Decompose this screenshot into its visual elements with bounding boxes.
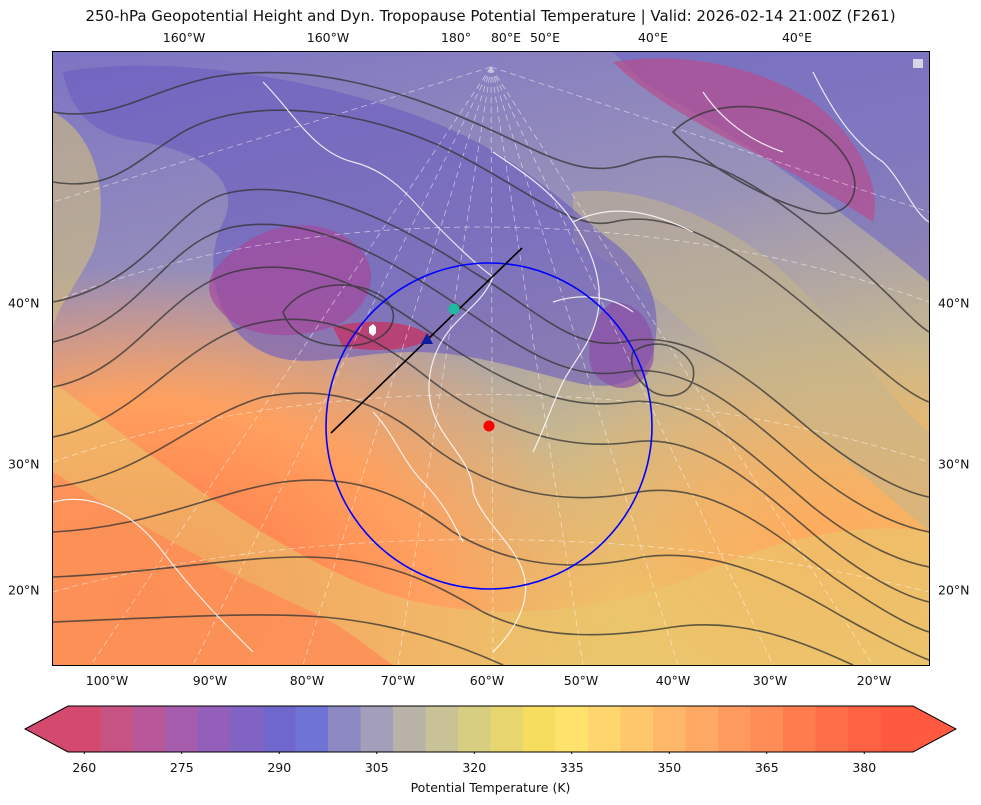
analysis-radius-ring xyxy=(325,262,653,590)
colorbar-swatch xyxy=(523,706,556,752)
map-canvas xyxy=(53,52,929,665)
colorbar-max-extend xyxy=(913,706,956,752)
colorbar-label: Potential Temperature (K) xyxy=(410,780,571,795)
coldest-region-north xyxy=(613,58,875,222)
cold-pocket-east xyxy=(589,302,654,389)
cold-trough-region xyxy=(63,65,657,386)
left-lat-label: 20°N xyxy=(8,582,40,598)
colorbar-swatch xyxy=(425,706,459,752)
colorbar-swatch xyxy=(263,706,296,752)
colorbar-swatch xyxy=(100,706,134,752)
left-lat-label: 40°N xyxy=(8,295,40,311)
colorbar-swatch xyxy=(198,706,231,752)
colorbar-tick-label: 350 xyxy=(657,760,682,775)
bottom-lon-label: 80°W xyxy=(289,673,325,688)
colorbar-swatch xyxy=(718,706,751,752)
colorbar-swatch xyxy=(620,706,654,752)
colorbar-swatch xyxy=(360,706,394,752)
bottom-lon-label: 70°W xyxy=(380,673,416,688)
coastlines xyxy=(53,71,929,653)
colorbar-swatch xyxy=(588,706,621,752)
colorbar-swatch xyxy=(848,706,881,752)
colorbar-swatch xyxy=(880,706,914,752)
top-lon-label: 160°W xyxy=(162,30,206,45)
bottom-lon-label: 50°W xyxy=(563,673,599,688)
bottom-lon-label: 20°W xyxy=(856,673,892,688)
right-lat-label: 40°N xyxy=(938,295,970,311)
colorbar-swatch xyxy=(230,706,264,752)
colorbar-tick-label: 365 xyxy=(754,760,779,775)
colorbar-swatch xyxy=(165,706,199,752)
colorbar-swatch xyxy=(750,706,784,752)
colorbar-tick-label: 380 xyxy=(852,760,877,775)
right-lat-label: 20°N xyxy=(938,582,970,598)
colorbar-swatch xyxy=(458,706,491,752)
navy-triangle-marker xyxy=(421,333,433,344)
top-lon-label: 80°E xyxy=(490,30,522,45)
top-lon-label: 50°E xyxy=(529,30,561,45)
colorbar-tick-label: 320 xyxy=(462,760,487,775)
colorbar-swatch xyxy=(490,706,524,752)
left-lat-label: 30°N xyxy=(8,456,40,472)
colorbar-swatch xyxy=(295,706,329,752)
colorbar-swatch xyxy=(393,706,426,752)
top-lon-label: 40°E xyxy=(637,30,669,45)
colorbar-outline xyxy=(24,705,957,753)
colorbar-swatch xyxy=(685,706,719,752)
colorbar-tick-label: 275 xyxy=(169,760,194,775)
colorbar-swatch xyxy=(328,706,361,752)
map-title: 250-hPa Geopotential Height and Dyn. Tro… xyxy=(85,7,896,25)
colorbar-swatch xyxy=(815,706,849,752)
corner-marker xyxy=(913,59,923,68)
top-lon-label: 180° xyxy=(440,30,472,45)
colorbar xyxy=(24,705,957,754)
colorbar-tick-label: 305 xyxy=(364,760,389,775)
warm-band-west xyxy=(53,112,101,332)
bottom-lon-label: 90°W xyxy=(192,673,228,688)
colorbar-tick-label: 335 xyxy=(559,760,584,775)
cold-pocket-west xyxy=(209,225,372,336)
center-dot-marker xyxy=(483,420,495,432)
colorbar-swatch xyxy=(783,706,816,752)
top-lon-label: 40°E xyxy=(781,30,813,45)
ridge-band xyxy=(573,190,929,532)
colorbar-swatch xyxy=(555,706,589,752)
white-hexagon-marker xyxy=(369,324,376,336)
right-lat-label: 30°N xyxy=(938,456,970,472)
teal-circle-marker xyxy=(448,303,460,315)
bottom-lon-label: 100°W xyxy=(85,673,129,688)
top-lon-label: 160°W xyxy=(306,30,350,45)
colorbar-min-extend xyxy=(25,706,68,752)
bottom-lon-label: 60°W xyxy=(469,673,505,688)
colorbar-swatch xyxy=(653,706,686,752)
height-contours xyxy=(53,71,929,665)
colorbar-tick-label: 290 xyxy=(267,760,292,775)
bottom-lon-label: 40°W xyxy=(655,673,691,688)
bottom-lon-label: 30°W xyxy=(752,673,788,688)
map-panel xyxy=(52,51,930,666)
colorbar-swatch xyxy=(68,706,101,752)
colorbar-swatch xyxy=(133,706,166,752)
graticule xyxy=(53,66,929,665)
colorbar-tick-label: 260 xyxy=(72,760,97,775)
